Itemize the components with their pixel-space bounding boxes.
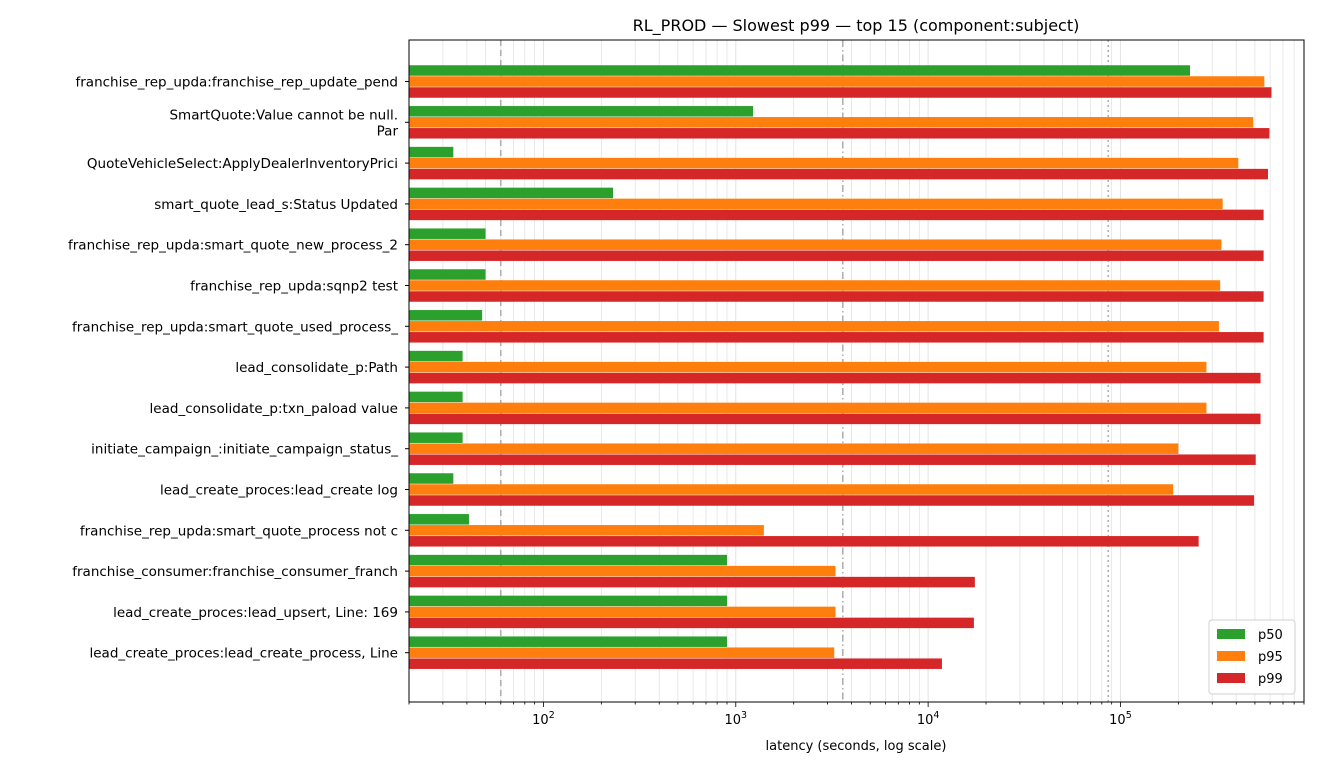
y-tick-label: initiate_campaign_:initiate_campaign_sta…	[91, 442, 398, 458]
bar-p50	[409, 146, 454, 158]
bar-p99	[409, 250, 1264, 261]
bar-p50	[409, 187, 614, 199]
legend-swatch-p50	[1217, 629, 1245, 639]
plot-area-frame	[408, 39, 1305, 703]
chart-title: RL_PROD — Slowest p99 — top 15 (componen…	[633, 16, 1080, 36]
bar-p50	[409, 473, 454, 484]
y-tick-label: lead_consolidate_p:txn_paload value	[150, 401, 398, 417]
bar-p50	[409, 391, 463, 403]
y-tick-label: franchise_rep_upda:franchise_rep_update_…	[76, 75, 399, 91]
bar-p99	[409, 209, 1264, 221]
bar-p99	[409, 87, 1272, 98]
bar-p95	[409, 565, 836, 577]
y-tick-label: lead_create_proces:lead_create_process, …	[90, 646, 399, 662]
x-axis: 102 103 104 105	[408, 702, 1305, 728]
x-tick-label: 104	[917, 710, 940, 728]
bar-p50	[409, 514, 469, 525]
bar-p95	[409, 157, 1239, 169]
bar-p95	[409, 117, 1254, 128]
bar-p50	[409, 554, 727, 566]
bar-p50	[409, 350, 463, 362]
bar-p99	[409, 128, 1270, 139]
bar-p50	[409, 595, 727, 607]
x-axis-label: latency (seconds, log scale)	[766, 739, 947, 754]
legend-swatch-p95	[1217, 651, 1245, 661]
bar-p50	[409, 432, 463, 443]
y-tick-label: franchise_rep_upda:sqnp2 test	[190, 279, 398, 295]
legend: p50 p95 p99	[1208, 619, 1296, 695]
bar-p95	[409, 606, 836, 618]
x-tick-label: 105	[1109, 710, 1132, 728]
y-tick-label: SmartQuote:Value cannot be null.	[169, 107, 398, 123]
bar-p99	[409, 413, 1261, 425]
y-tick-label: lead_consolidate_p:Path	[235, 360, 398, 376]
bar-p99	[409, 658, 942, 669]
x-tick-label: 103	[724, 710, 747, 728]
y-tick-label: franchise_consumer:franchise_consumer_fr…	[72, 564, 398, 580]
bar-p95	[409, 321, 1219, 332]
bar-p99	[409, 168, 1269, 180]
bar-p99	[409, 454, 1256, 465]
y-axis: franchise_rep_upda:franchise_rep_update_…	[68, 75, 409, 662]
y-tick-label: franchise_rep_upda:smart_quote_new_proce…	[68, 238, 398, 254]
legend-label-p99: p99	[1258, 672, 1283, 687]
y-tick-label: franchise_rep_upda:smart_quote_used_proc…	[72, 319, 398, 335]
bar-p50	[409, 269, 486, 280]
bar-p99	[409, 291, 1264, 302]
bar-p50	[409, 228, 486, 239]
y-tick-label: Par	[377, 123, 399, 139]
bar-p99	[409, 576, 975, 588]
x-tick-label: 102	[532, 710, 555, 728]
y-tick-label: QuoteVehicleSelect:ApplyDealerInventoryP…	[87, 156, 398, 172]
bar-p95	[409, 443, 1179, 454]
bar-p95	[409, 484, 1174, 495]
bar-p99	[409, 536, 1199, 547]
bar-p50	[409, 106, 754, 117]
bars	[409, 65, 1272, 669]
bar-p95	[409, 239, 1222, 250]
bar-p99	[409, 617, 974, 629]
bar-p95	[409, 280, 1221, 291]
y-tick-label: lead_create_proces:lead_create log	[160, 483, 398, 499]
y-tick-label: franchise_rep_upda:smart_quote_process n…	[80, 523, 398, 539]
bar-p50	[409, 65, 1191, 76]
legend-label-p95: p95	[1258, 650, 1283, 665]
legend-label-p50: p50	[1258, 628, 1283, 643]
bar-p50	[409, 310, 483, 321]
bar-p95	[409, 76, 1265, 87]
bar-p95	[409, 525, 764, 536]
y-tick-label: smart_quote_lead_s:Status Updated	[154, 197, 398, 213]
bar-p95	[409, 402, 1207, 414]
bar-p95	[409, 647, 835, 658]
y-tick-label: lead_create_proces:lead_upsert, Line: 16…	[113, 605, 398, 621]
legend-swatch-p99	[1217, 673, 1245, 683]
bar-p95	[409, 361, 1207, 373]
bar-p99	[409, 495, 1255, 506]
bar-p50	[409, 636, 727, 647]
bar-p99	[409, 332, 1264, 343]
bar-p99	[409, 372, 1261, 384]
bar-p95	[409, 198, 1223, 210]
